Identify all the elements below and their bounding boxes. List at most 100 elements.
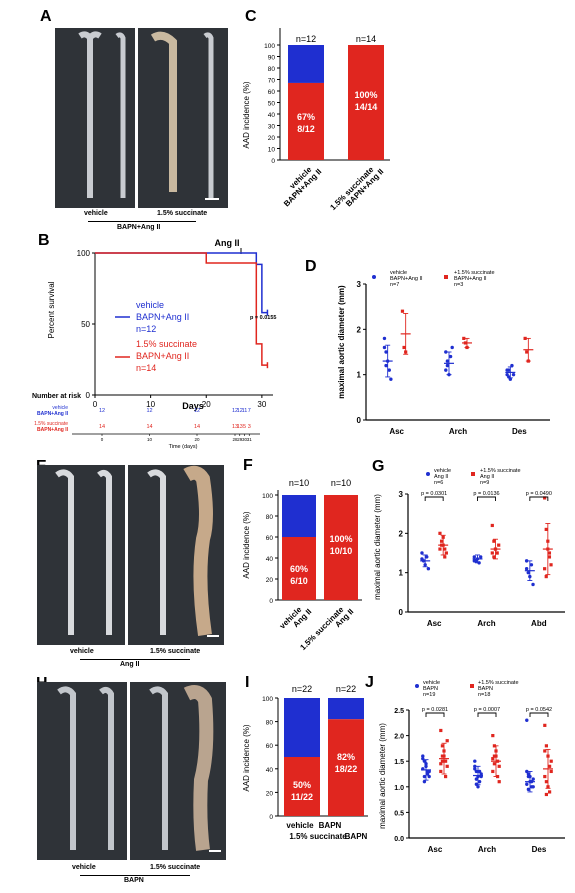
risk-row1-label2: BAPN+Ang II	[37, 411, 69, 417]
data-point	[382, 345, 387, 350]
risk-count: 14	[194, 424, 200, 430]
risk-count: 7	[248, 408, 251, 414]
y-tick-label: 40	[266, 556, 274, 563]
risk-count: 12	[232, 408, 238, 414]
data-point	[544, 780, 548, 784]
x-category-label: Arch	[477, 619, 495, 628]
y-tick-label: 20	[266, 790, 274, 797]
data-point	[526, 772, 531, 776]
chart-i-pct1: 50%	[293, 780, 311, 790]
chart-i-ylabel: AAD incidence (%)	[242, 724, 251, 791]
group-label: BAPN+Ang II	[117, 224, 161, 231]
risk-tick-label: 31	[247, 437, 253, 442]
data-point	[439, 769, 443, 774]
risk-count: 3	[248, 424, 251, 430]
x-category-label: Asc	[428, 845, 443, 854]
data-point	[473, 759, 477, 763]
data-point	[427, 774, 431, 779]
data-point	[479, 555, 483, 559]
data-point	[477, 769, 482, 774]
x-tick-label: 0	[93, 400, 98, 409]
data-point	[491, 757, 495, 761]
data-point	[425, 772, 430, 776]
data-point	[400, 309, 405, 313]
y-tick-label: 0	[269, 814, 273, 821]
aorta-drawings-a	[78, 31, 219, 200]
y-tick-label: 90	[268, 55, 276, 62]
data-point	[448, 354, 453, 359]
y-tick-label: 100	[262, 493, 273, 500]
risk-count: 11	[242, 408, 248, 414]
y-tick-label: 1.5	[394, 759, 404, 766]
chart-f-pct2: 100%	[329, 534, 352, 544]
significance-bracket	[477, 496, 496, 501]
legend-d-vehicle-n: n=7	[390, 282, 399, 288]
legend-b-succ-n: n=14	[136, 363, 156, 373]
group-label-h: BAPN	[124, 877, 144, 884]
chart-c-frac2: 14/14	[355, 102, 378, 112]
legend-j-vehicle-group: BAPN	[423, 686, 438, 692]
y-tick-label: 2.0	[394, 734, 404, 741]
data-point	[524, 567, 529, 571]
legend-j-succ-n: n=18	[478, 692, 490, 698]
aorta-drawings-h	[57, 685, 221, 852]
x-category-label: Arch	[478, 845, 496, 854]
y-tick-label: 40	[268, 112, 276, 119]
y-tick-label: 80	[268, 66, 276, 73]
data-point	[529, 563, 534, 567]
data-point	[491, 769, 495, 774]
survival-line-succinate	[95, 252, 268, 366]
data-point	[387, 368, 391, 372]
y-tick-label: 70	[268, 78, 276, 85]
y-tick-label: 0	[399, 608, 404, 617]
chart-d: maximal aortic diameter (mm) 0 1 2 3 Asc Arch…	[337, 270, 550, 436]
group-label-e: Ang II	[120, 661, 140, 668]
chart-i-n2: n=22	[336, 684, 356, 694]
data-point	[420, 551, 424, 555]
y-tick-label: 40	[266, 767, 274, 774]
data-point	[445, 363, 450, 368]
chart-f-frac2: 10/10	[330, 546, 353, 556]
p-value-label: p = 0.0301	[421, 491, 447, 497]
data-point	[477, 779, 482, 784]
data-point	[525, 718, 529, 722]
y-tick-label: 60	[266, 535, 274, 542]
chart-f-pct1: 60%	[290, 564, 308, 574]
y-tick-label: 50	[268, 101, 276, 108]
legend-d-succ-name: +1.5% succinate	[454, 270, 495, 276]
data-point	[389, 377, 393, 381]
chart-j-ylabel: maximal aortic diameter (mm)	[378, 723, 387, 829]
data-point	[526, 570, 530, 575]
data-point	[382, 336, 387, 341]
risk-xlabel: Time (days)	[169, 444, 198, 450]
risk-tick-label: 30	[242, 437, 248, 442]
x-category-label: Abd	[531, 619, 547, 628]
chart-c-frac1: 8/12	[297, 124, 315, 134]
data-point	[440, 744, 444, 748]
data-point	[426, 567, 431, 571]
survival-line-vehicle	[95, 252, 268, 314]
data-point	[445, 764, 449, 768]
data-point	[543, 567, 547, 571]
significance-bracket	[529, 496, 549, 501]
chart-f: AAD incidence (%) 0 20 40 60 80 100 n=10 n=10…	[242, 478, 362, 652]
y-tick-label: 30	[268, 124, 276, 131]
photo-label-vehicle: vehicle	[84, 210, 108, 217]
y-tick-label: 100	[264, 43, 275, 50]
data-point	[473, 764, 477, 769]
y-tick-label: 1.0	[394, 785, 404, 792]
data-point	[547, 551, 552, 555]
significance-bracket	[477, 712, 497, 717]
data-point	[526, 787, 531, 792]
data-point	[544, 575, 548, 579]
legend-j-vehicle-n: n=19	[423, 692, 435, 698]
chart-d-ylabel: maximal aortic diameter (mm)	[337, 285, 346, 399]
data-point	[443, 547, 447, 551]
chart-c-bar-succinate-red	[348, 45, 384, 160]
data-point	[438, 547, 442, 551]
x-tick-label: 20	[202, 400, 211, 409]
risk-tick-label: 0	[101, 437, 104, 442]
data-point	[425, 555, 429, 559]
panel-letter-i: I	[245, 674, 250, 691]
chart-c-pct1: 67%	[297, 112, 315, 122]
